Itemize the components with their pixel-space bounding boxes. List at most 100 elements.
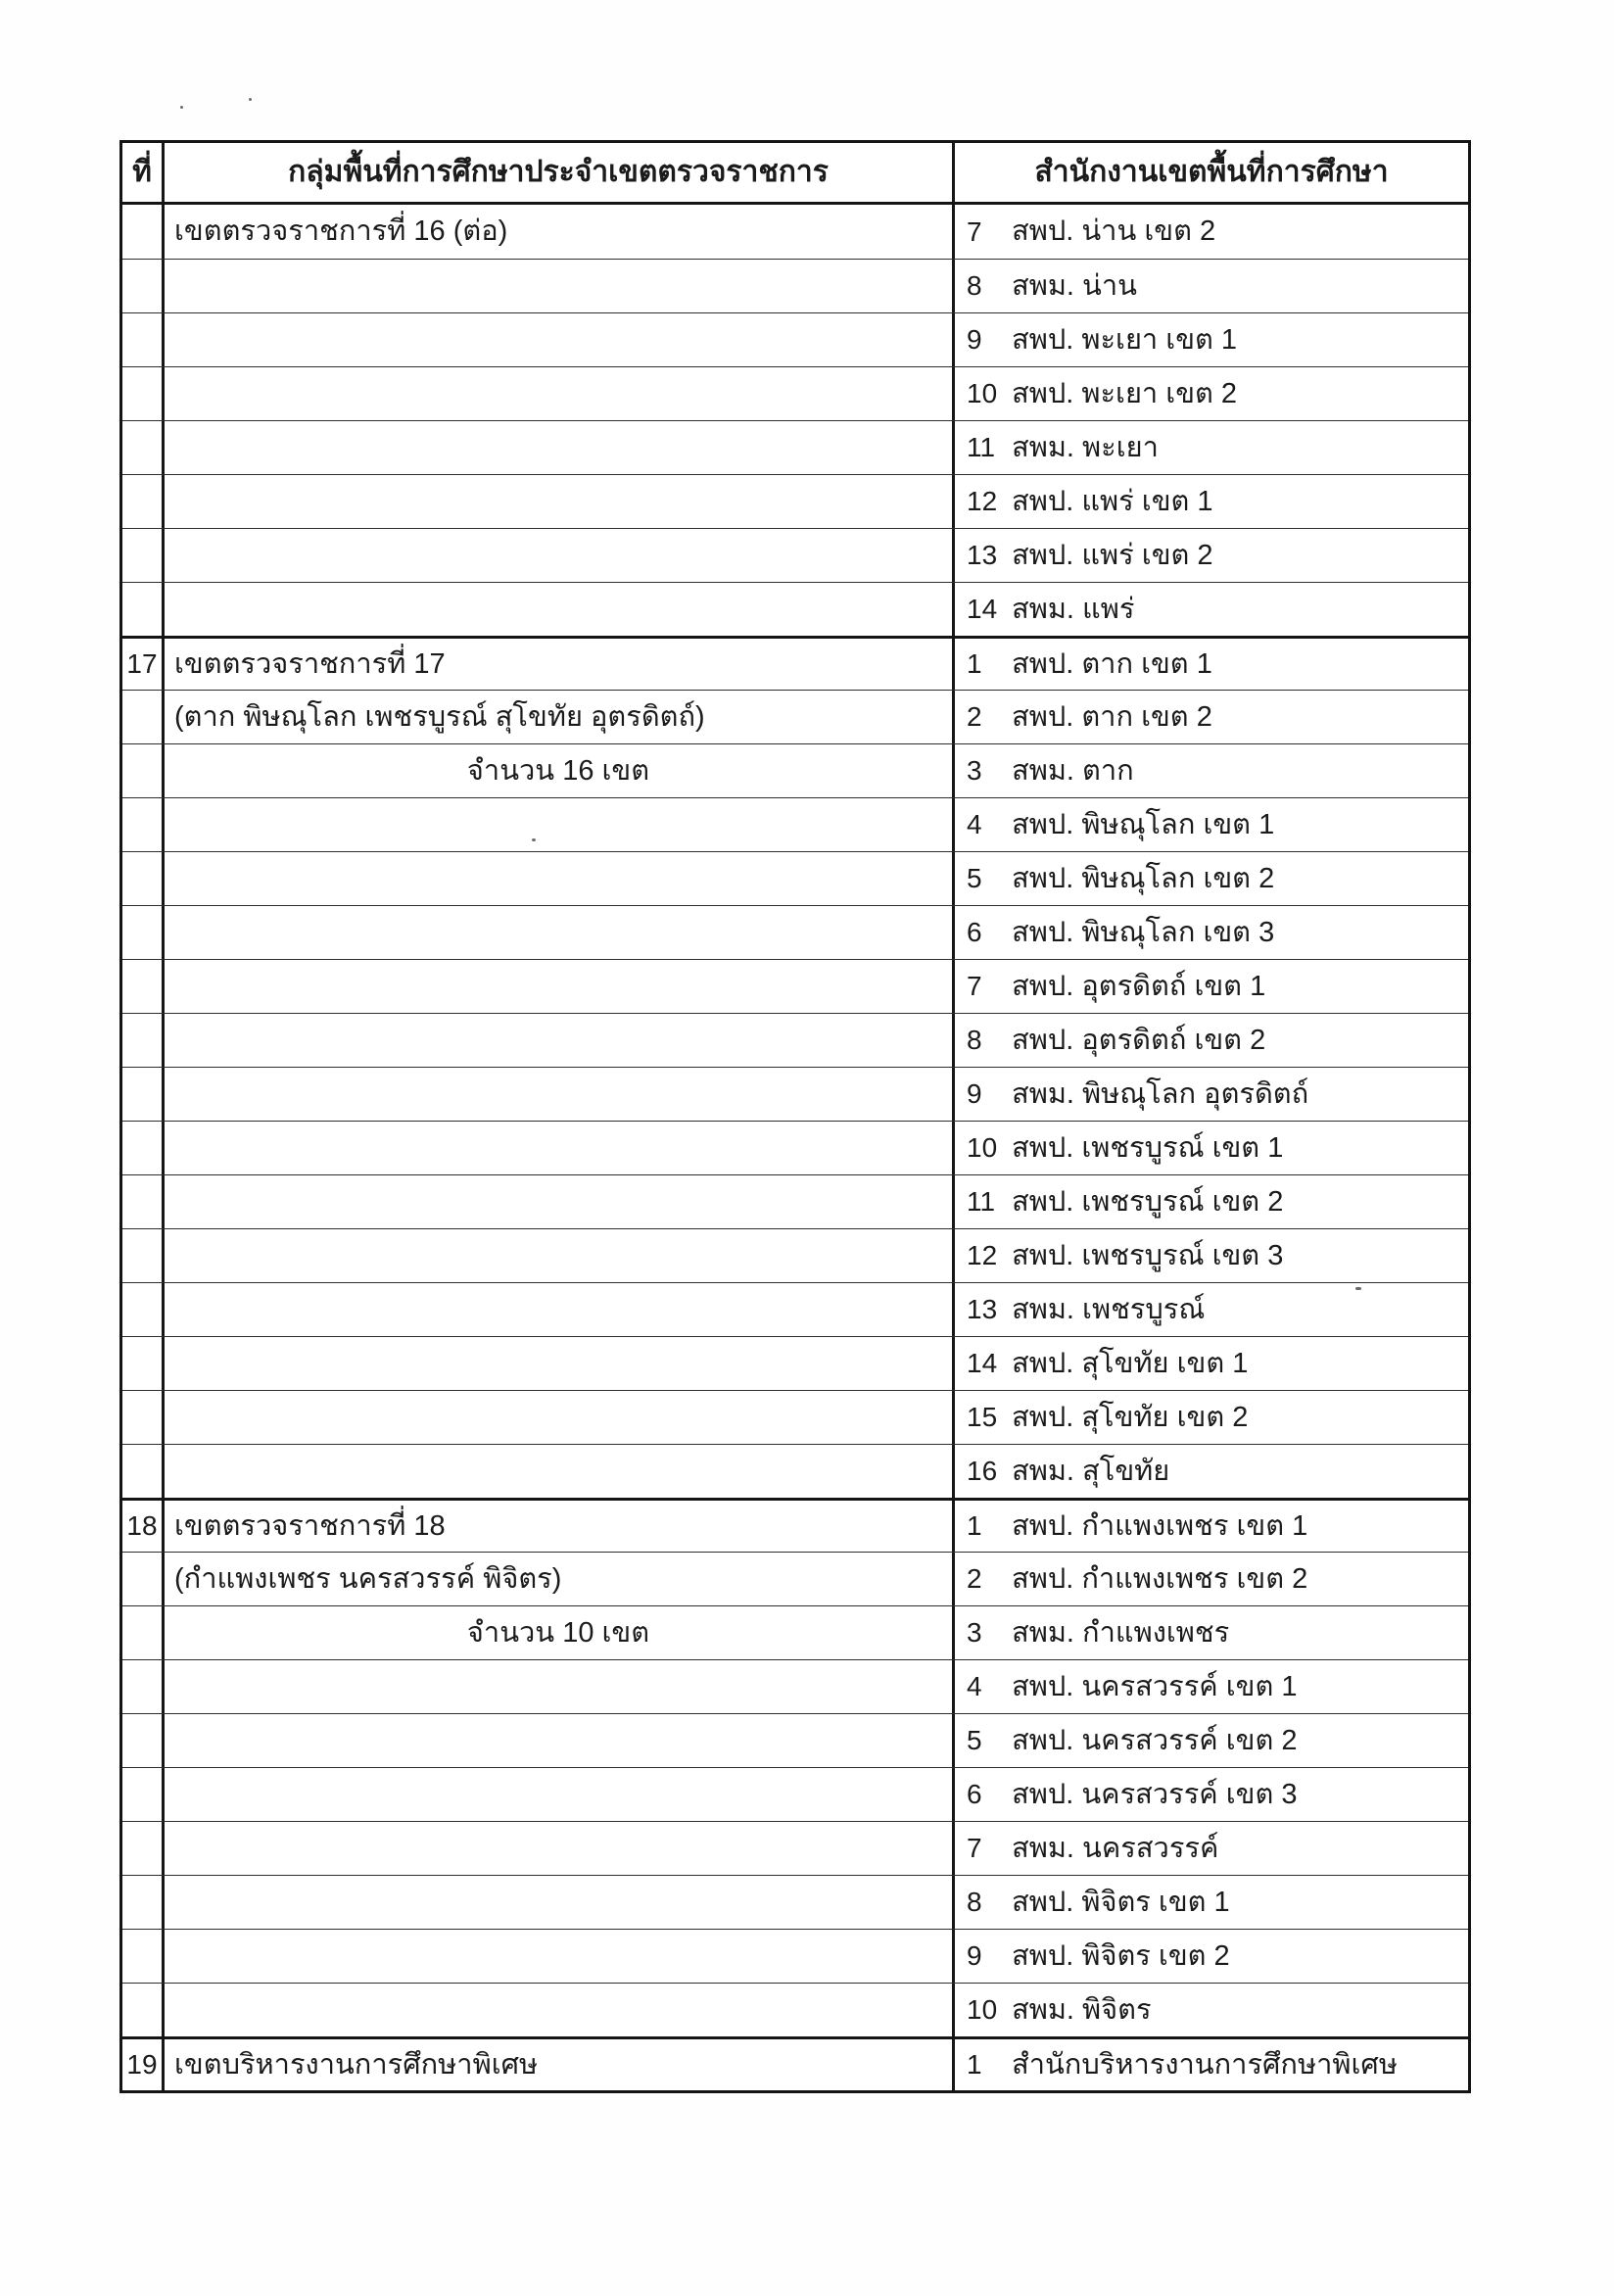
office-number: 2 [967,701,982,732]
row-number-cell [122,1606,165,1659]
office-cell: 15 สพป. สุโขทัย เขต 2 [955,1391,1468,1444]
table-row: 8 สพม. น่าน [122,259,1468,312]
office-cell: 7 สพป. อุตรดิตถ์ เขต 1 [955,960,1468,1013]
table-row: จำนวน 16 เขต 3 สพม. ตาก [122,743,1468,797]
office-name: สพป. สุโขทัย เขต 1 [1012,1347,1249,1379]
table-row: 19 เขตบริหารงานการศึกษาพิเศษ 1 สำนักบริหารง… [122,2036,1468,2090]
inspection-group-cell [165,1660,955,1713]
row-number-cell: 18 [122,1501,165,1552]
inspection-group-cell [165,1175,955,1228]
office-name: สพป. อุตรดิตถ์ เขต 2 [1012,1024,1266,1056]
office-cell: 2 สพป. กำแพงเพชร เขต 2 [955,1553,1468,1605]
office-name: สพป. พิษณุโลก เขต 2 [1012,862,1275,894]
office-name: สพป. พิษณุโลก เขต 3 [1012,916,1275,948]
office-name: สพป. เพชรบูรณ์ เขต 3 [1012,1239,1284,1271]
office-number: 11 [967,1186,996,1217]
office-number: 10 [967,378,998,408]
inspection-group-cell [165,1822,955,1875]
row-number-cell [122,1229,165,1282]
office-name: สพม. กำแพงเพชร [1012,1616,1230,1649]
office-cell: 12 สพป. เพชรบูรณ์ เขต 3 [955,1229,1468,1282]
office-name: สพป. เพชรบูรณ์ เขต 1 [1012,1131,1284,1164]
office-cell: 7 สพป. น่าน เขต 2 [955,205,1468,259]
office-number: 8 [967,1025,982,1055]
table-row: (กำแพงเพชร นครสวรรค์ พิจิตร) 2 สพป. กำแพงเ… [122,1552,1468,1605]
office-cell: 9 สพม. พิษณุโลก อุตรดิตถ์ [955,1068,1468,1121]
row-number-cell [122,1660,165,1713]
inspection-group-cell [165,1768,955,1821]
education-areas-table: ที่ กลุ่มพื้นที่การศึกษาประจำเขตตรวจราชก… [119,140,1471,2093]
office-name: สพป. พิจิตร เขต 2 [1012,1939,1230,1972]
table-row: 13 สพม. เพชรบูรณ์ [122,1282,1468,1336]
office-cell: 8 สพป. อุตรดิตถ์ เขต 2 [955,1014,1468,1067]
inspection-group-cell [165,1337,955,1390]
office-cell: 8 สพม. น่าน [955,260,1468,312]
office-cell: 4 สพป. นครสวรรค์ เขต 1 [955,1660,1468,1713]
office-number: 8 [967,1887,982,1917]
scan-artifact-dot [532,838,536,841]
table-row: 18 เขตตรวจราชการที่ 18 1 สพป. กำแพงเพชร เขต… [122,1498,1468,1552]
office-number: 14 [967,1348,998,1378]
row-number-cell [122,367,165,420]
row-number-cell [122,313,165,366]
inspection-group-cell [165,1068,955,1121]
table-row: 12 สพป. เพชรบูรณ์ เขต 3 [122,1228,1468,1282]
row-number-cell [122,906,165,959]
inspection-group-cell: จำนวน 16 เขต [165,744,955,797]
office-name: สพป. ตาก เขต 2 [1012,700,1212,733]
office-cell: 7 สพม. นครสวรรค์ [955,1822,1468,1875]
inspection-group-cell [165,529,955,582]
row-number-cell [122,1014,165,1067]
office-number: 3 [967,1617,982,1648]
row-number-cell: 17 [122,639,165,690]
office-name: สพป. สุโขทัย เขต 2 [1012,1401,1249,1433]
office-number: 9 [967,1078,982,1109]
office-cell: 1 สำนักบริหารงานการศึกษาพิเศษ [955,2039,1468,2090]
header-no: ที่ [122,143,165,202]
table-row: 15 สพป. สุโขทัย เขต 2 [122,1390,1468,1444]
row-number-cell [122,1553,165,1605]
office-name: สพม. เพชรบูรณ์ [1012,1293,1206,1325]
header-office: สำนักงานเขตพื้นที่การศึกษา [1034,156,1389,188]
header-group: กลุ่มพื้นที่การศึกษาประจำเขตตรวจราชการ [165,143,955,202]
office-number: 1 [967,1510,982,1541]
inspection-group-cell: เขตตรวจราชการที่ 16 (ต่อ) [165,205,955,259]
row-number-cell [122,421,165,474]
office-name: สพม. ตาก [1012,754,1134,787]
table-row: (ตาก พิษณุโลก เพชรบูรณ์ สุโขทัย อุตรดิตถ… [122,690,1468,743]
office-cell: 5 สพป. พิษณุโลก เขต 2 [955,852,1468,905]
inspection-group-cell: เขตตรวจราชการที่ 17 [165,639,955,690]
office-number: 13 [967,1294,998,1324]
table-row: 8 สพป. อุตรดิตถ์ เขต 2 [122,1013,1468,1067]
table-row: 9 สพม. พิษณุโลก อุตรดิตถ์ [122,1067,1468,1121]
row-number-cell [122,1122,165,1174]
office-number: 3 [967,755,982,786]
office-cell: 1 สพป. กำแพงเพชร เขต 1 [955,1501,1468,1552]
office-name: สพม. พะเยา [1012,431,1159,463]
office-name: สพป. พิษณุโลก เขต 1 [1012,808,1275,840]
table-header-row: ที่ กลุ่มพื้นที่การศึกษาประจำเขตตรวจราชก… [122,143,1468,205]
office-number: 10 [967,1132,998,1163]
inspection-group-cell [165,1283,955,1336]
table-row: 11 สพป. เพชรบูรณ์ เขต 2 [122,1174,1468,1228]
row-number-cell [122,475,165,528]
office-cell: 5 สพป. นครสวรรค์ เขต 2 [955,1714,1468,1767]
table-row: 10 สพม. พิจิตร [122,1983,1468,2036]
inspection-group-cell [165,1876,955,1929]
row-number-cell [122,1175,165,1228]
inspection-group-cell [165,852,955,905]
table-row: 10 สพป. พะเยา เขต 2 [122,366,1468,420]
office-number: 7 [967,1833,982,1863]
inspection-group-cell [165,1930,955,1983]
office-cell: 10 สพม. พิจิตร [955,1984,1468,2036]
row-number-cell [122,1391,165,1444]
inspection-group-cell [165,798,955,851]
office-name: สำนักบริหารงานการศึกษาพิเศษ [1012,2048,1398,2081]
office-number: 2 [967,1563,982,1594]
table-row: 4 สพป. พิษณุโลก เขต 1 [122,797,1468,851]
table-row: 5 สพป. นครสวรรค์ เขต 2 [122,1713,1468,1767]
inspection-group-cell [165,475,955,528]
office-cell: 2 สพป. ตาก เขต 2 [955,691,1468,743]
office-cell: 13 สพม. เพชรบูรณ์ [955,1283,1468,1336]
